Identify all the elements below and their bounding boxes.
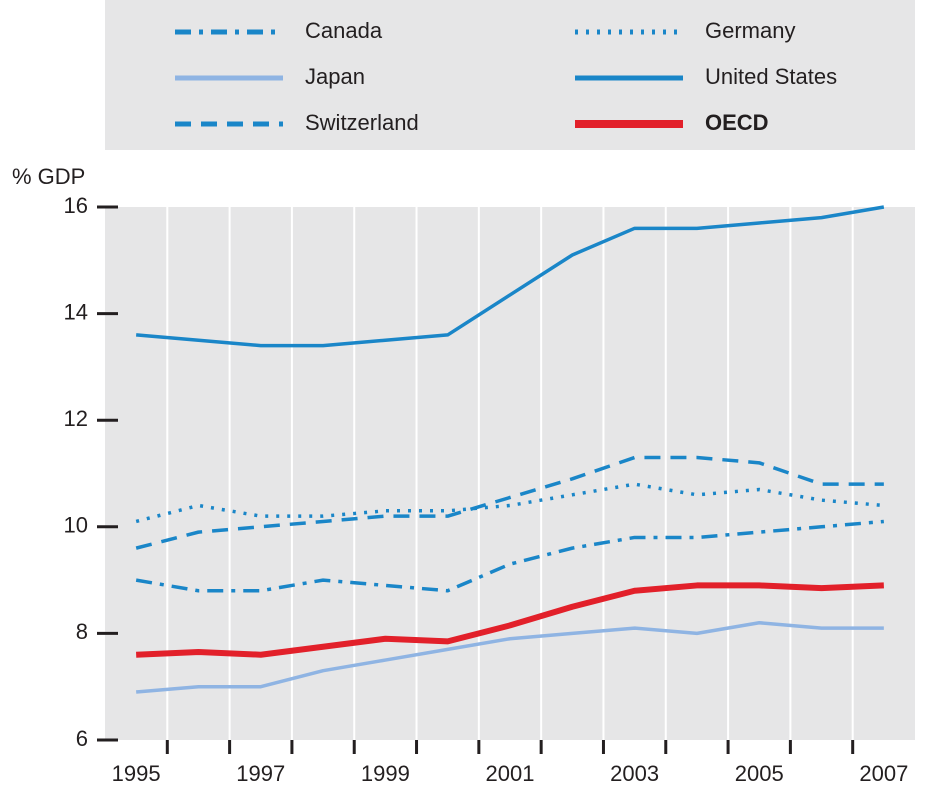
y-tick-label: 14 — [64, 299, 88, 324]
y-tick-label: 16 — [64, 193, 88, 218]
series-line — [135, 482, 884, 524]
legend-label: Canada — [305, 18, 383, 43]
y-tick-label: 10 — [64, 513, 88, 538]
series-line — [136, 620, 884, 694]
y-tick-label: 6 — [76, 726, 88, 751]
legend-label: OECD — [705, 110, 769, 135]
x-tick-label: 2005 — [735, 761, 784, 786]
x-tick-label: 1997 — [236, 761, 285, 786]
x-tick-label: 1995 — [112, 761, 161, 786]
legend-label: Switzerland — [305, 110, 419, 135]
y-axis-label: % GDP — [12, 164, 85, 189]
plot-area — [105, 207, 915, 740]
legend-label: Germany — [705, 18, 795, 43]
series-line — [135, 455, 884, 550]
series-line — [136, 205, 885, 348]
y-tick-label: 12 — [64, 406, 88, 431]
legend-label: United States — [705, 64, 837, 89]
y-tick-label: 8 — [76, 619, 88, 644]
series-line — [136, 582, 884, 658]
legend-label: Japan — [305, 64, 365, 89]
x-tick-label: 2003 — [610, 761, 659, 786]
x-tick-label: 2001 — [486, 761, 535, 786]
x-tick-label: 1999 — [361, 761, 410, 786]
x-tick-label: 2007 — [859, 761, 908, 786]
